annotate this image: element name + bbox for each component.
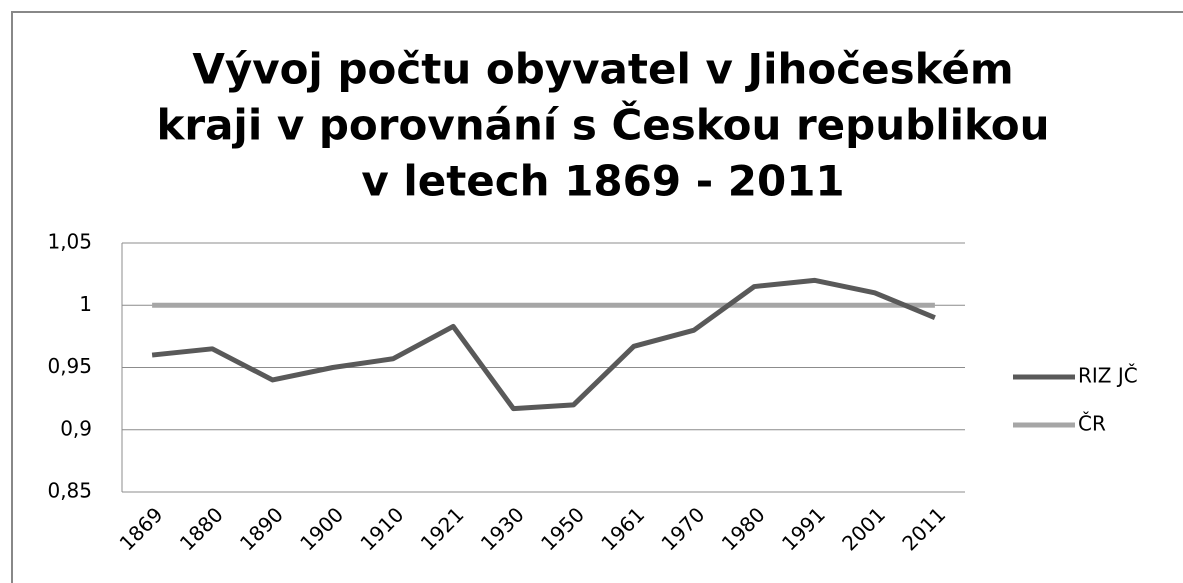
x-tick-label: 2011 [897, 502, 950, 555]
x-tick-label: 1890 [235, 502, 288, 555]
x-tick-label: 1961 [596, 502, 649, 555]
y-tick-label: 0,95 [47, 354, 92, 378]
legend-label: ČR [1078, 412, 1106, 436]
chart-title: Vývoj počtu obyvatel v Jihočeském [192, 45, 1013, 94]
chart-frame [11, 11, 1183, 583]
y-tick-label: 0,85 [47, 479, 92, 503]
x-tick-label: 1921 [416, 502, 469, 555]
x-tick-label: 1880 [175, 502, 228, 555]
chart-title: kraji v porovnání s Českou republikou [156, 100, 1049, 150]
y-tick-label: 0,9 [60, 416, 92, 440]
line-series [151, 277, 936, 412]
x-tick-label: 1970 [656, 502, 709, 555]
x-tick-label: 1991 [777, 502, 830, 555]
x-tick-label: 1900 [295, 502, 348, 555]
chart-title: v letech 1869 - 2011 [361, 157, 844, 206]
x-tick-label: 1910 [355, 502, 408, 555]
x-tick-label: 2001 [837, 502, 890, 555]
x-tick-label: 1980 [717, 502, 770, 555]
x-tick-label: 1950 [536, 502, 589, 555]
y-tick-label: 1 [79, 292, 92, 316]
legend-label: RIZ JČ [1078, 364, 1138, 388]
x-tick-label: 1930 [476, 502, 529, 555]
x-tick-label: 1869 [115, 502, 168, 555]
y-tick-label: 1,05 [47, 230, 92, 254]
